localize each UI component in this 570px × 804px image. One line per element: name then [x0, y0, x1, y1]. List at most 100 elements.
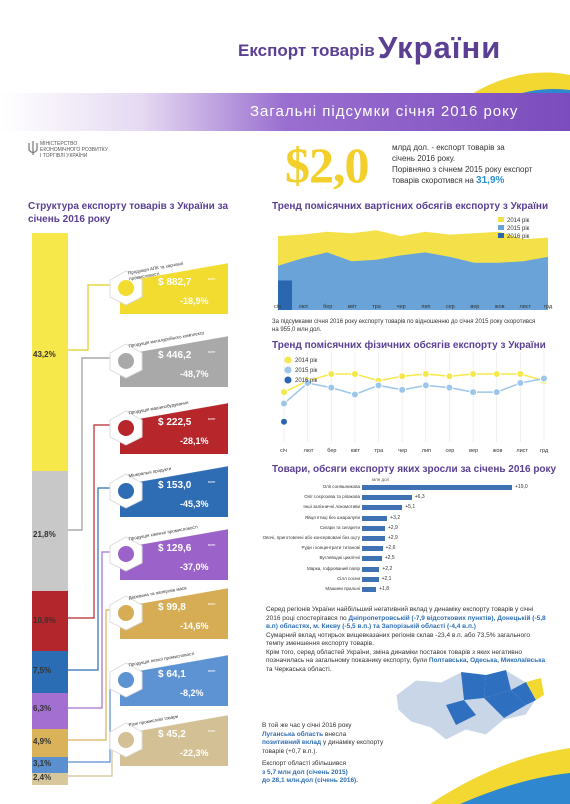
bar [362, 576, 379, 582]
line-series-1 [283, 377, 545, 405]
bar-value: +1,8 [379, 586, 390, 592]
line-point [516, 369, 525, 378]
legend-swatch [284, 376, 292, 384]
month-label: сер [445, 448, 455, 454]
share-pct: 4,9% [33, 737, 52, 746]
bar-row: Олії соняшникова +19,0 [270, 483, 540, 492]
bar-label: Маркa, гофрований папір [306, 565, 360, 571]
month-label: квіт [347, 304, 357, 310]
month-label: лип [421, 448, 432, 454]
bar-row: Руди і концентрати титанові +2,6 [270, 544, 540, 553]
bar-label: Машини пральні [325, 586, 360, 591]
bar-value: +6,3 [414, 494, 425, 501]
share-pct: 7,5% [33, 666, 52, 675]
export-total: $2,0 [285, 137, 369, 193]
line-point [516, 379, 525, 388]
bar-value: +19,0 [515, 484, 528, 490]
line-point [469, 369, 478, 378]
value-trend-axis: січ лют бер квіт тра чер лип сер вер жов лист грд [274, 304, 552, 314]
share-segment [32, 729, 68, 757]
month-label: жов [494, 304, 505, 310]
bar-row: Машини пральні +1,8 [270, 585, 540, 594]
month-label: жов [492, 448, 503, 454]
category-card: Мінеральні продукти $ 153,0 млн -45,3% [108, 463, 230, 519]
month-label: лист [516, 448, 528, 454]
bar-row: Сілл сосни +2,1 [270, 575, 540, 584]
share-segment [32, 651, 68, 693]
legend-label: 2016 рік [507, 234, 530, 240]
month-label: грд [540, 448, 549, 454]
bar-row: Олії соєрозова та ріпакова +6,3 [270, 493, 540, 502]
bar-value: +3,2 [390, 514, 401, 521]
legend-swatch [498, 217, 504, 222]
decline-percent: 31,9% [476, 175, 505, 186]
line-point [280, 399, 288, 408]
bar-label: Руди і концентрати титанові [301, 545, 360, 551]
bar [362, 536, 385, 541]
legend-swatch [284, 356, 292, 364]
footer-wave-decoration [430, 748, 570, 804]
category-card: Деревина та паперова маса $ 99,8 млн -14,6% [108, 585, 230, 641]
bar-label: Вуглеводні циклічні [319, 555, 360, 561]
value-trend-note: За підсумками січня 2016 року експорту т… [272, 319, 536, 333]
category-card: Продукція хімічної промисловості $ 129,6 м… [108, 524, 230, 582]
title-band [0, 93, 570, 131]
bar-unit: млн дол [372, 477, 390, 482]
share-pct: 2,4% [33, 773, 52, 782]
lugansk-paragraph: В той же час у січні 2016 року Луганська… [262, 722, 384, 784]
title-big: України [378, 30, 502, 65]
share-segment [32, 471, 68, 591]
share-segment [32, 233, 68, 471]
bar [362, 556, 382, 562]
line-point [280, 388, 288, 397]
month-label: вер [469, 448, 479, 454]
growth-goods-title: Товари, обсяги експорту яких зросли за с… [272, 464, 557, 475]
bar-label: Овочі, приготовлені або консервовані без… [262, 535, 360, 540]
share-pct: 21,8% [33, 530, 56, 539]
bar-row: Яйця птиці без шкаралупи +3,2 [270, 514, 540, 523]
bar [362, 505, 403, 511]
line-point [469, 388, 478, 397]
line-point [445, 383, 454, 392]
bar-value: +2,9 [387, 535, 398, 541]
title-small: Експорт товарів [238, 41, 375, 60]
share-stack [32, 233, 68, 785]
bar-value: +2,2 [382, 565, 393, 572]
bar-label: Інші залізничні локомотиви [303, 504, 360, 510]
line-point [398, 372, 407, 381]
share-segment [32, 591, 68, 651]
month-label: бер [327, 448, 337, 454]
bar-value: +2,6 [385, 545, 396, 552]
bar-value: +5,1 [405, 504, 416, 511]
month-label: лист [519, 304, 532, 310]
flask-icon [109, 536, 143, 572]
legend-swatch [284, 366, 292, 374]
line-point [327, 383, 336, 392]
bar [362, 546, 383, 552]
bar-row: Вуглеводні циклічні +2,5 [270, 554, 540, 563]
month-label: чер [398, 448, 408, 454]
bar [362, 587, 377, 592]
month-label: тра [374, 448, 384, 454]
month-label: лют [298, 304, 309, 310]
industry-icon [109, 722, 143, 758]
month-label: лип [421, 304, 431, 310]
share-pct: 43,2% [33, 350, 56, 359]
bar-row: Маркa, гофрований папір +2,2 [270, 565, 540, 574]
month-label: лют [303, 448, 314, 454]
line-point [445, 372, 454, 381]
share-segment [32, 757, 68, 773]
month-label: бер [323, 304, 333, 310]
bar-value: +2,5 [384, 555, 395, 562]
line-point [421, 381, 430, 390]
line-point [327, 369, 336, 378]
line-point [421, 369, 430, 378]
bar [362, 515, 388, 521]
bar-label: Олії соєрозова та ріпакова [304, 494, 360, 500]
line-point [374, 381, 383, 390]
oil-barrel-icon [109, 473, 143, 509]
volume-trend-chart: 2014 рік 2015 рік 2016 рік [280, 352, 548, 442]
bar-row: Овочі, приготовлені або консервовані без… [263, 534, 540, 543]
line-point [280, 417, 288, 426]
bar [362, 485, 512, 490]
